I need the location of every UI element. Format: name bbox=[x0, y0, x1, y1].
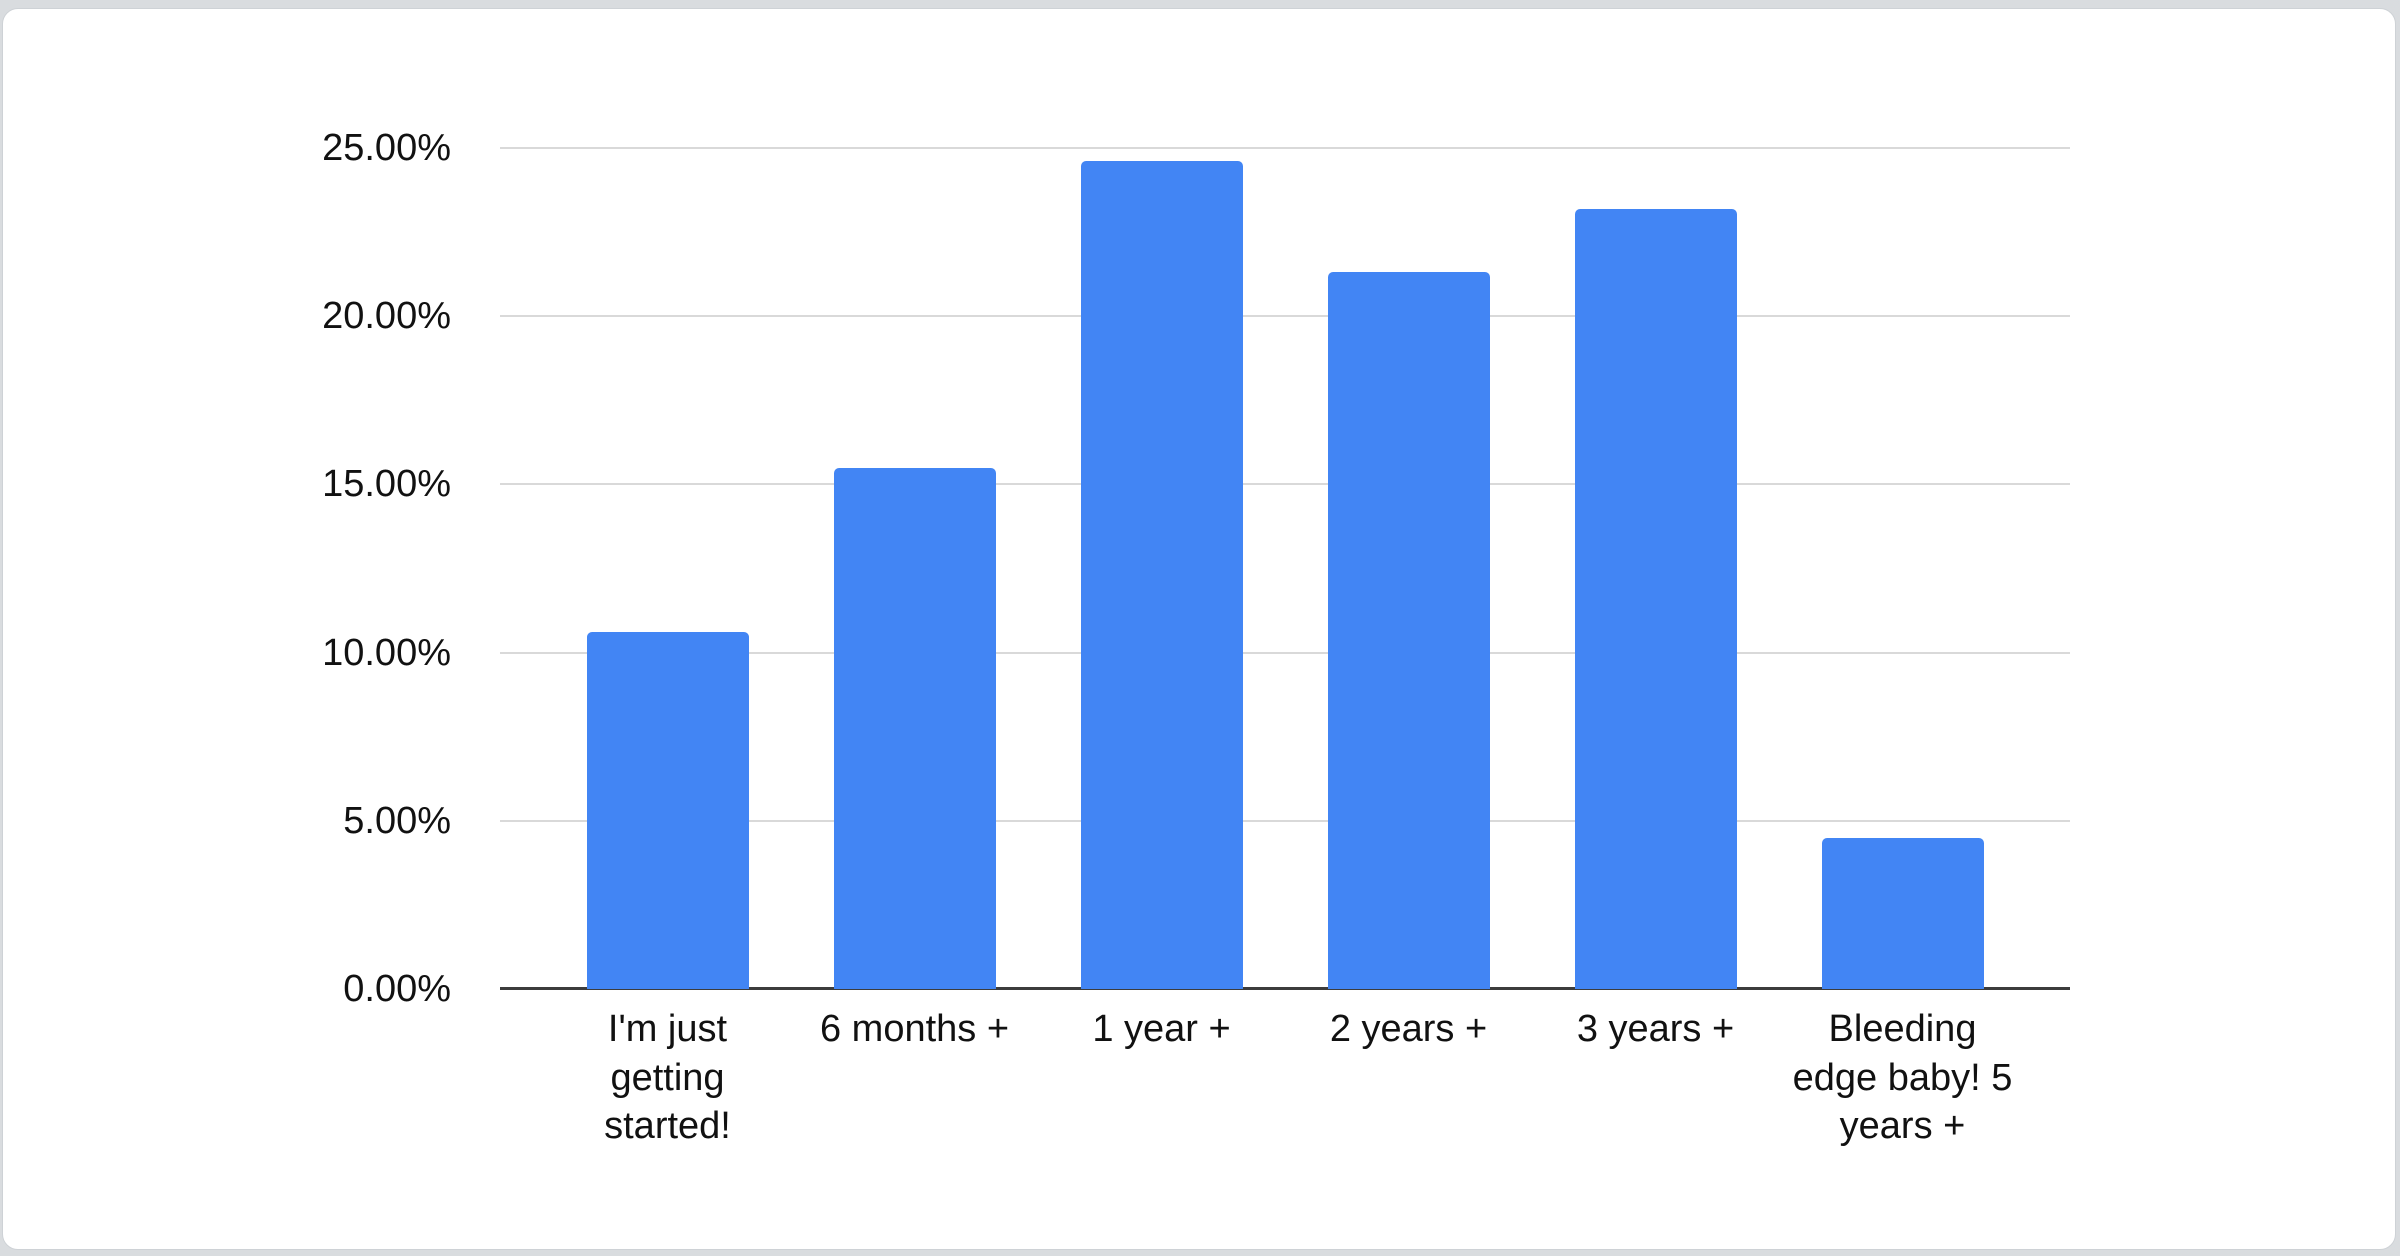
x-axis-category-label: 1 year + bbox=[1092, 1008, 1231, 1050]
y-axis-tick-label: 20.00% bbox=[322, 295, 451, 338]
y-axis-tick-label: 15.00% bbox=[322, 463, 451, 506]
x-axis: I'm just getting started! 6 months + 1 yea… bbox=[500, 1005, 2070, 1151]
bar-slot bbox=[1038, 148, 1285, 989]
y-axis-tick-label: 5.00% bbox=[343, 799, 451, 842]
bar-slot bbox=[544, 148, 791, 989]
bar-slot bbox=[1532, 148, 1779, 989]
gridline bbox=[500, 651, 2070, 654]
gridline bbox=[500, 315, 2070, 318]
x-axis-category-label: 6 months + bbox=[819, 1008, 1010, 1050]
gridline bbox=[500, 819, 2070, 822]
bar[interactable] bbox=[1327, 272, 1490, 989]
plot-area bbox=[500, 147, 2070, 990]
x-axis-baseline bbox=[500, 987, 2070, 990]
bar[interactable] bbox=[833, 467, 996, 989]
bar[interactable] bbox=[586, 632, 749, 989]
bar[interactable] bbox=[1080, 161, 1243, 989]
bar-slot bbox=[791, 148, 1038, 989]
x-axis-category-label: 2 years + bbox=[1329, 1008, 1488, 1050]
bar-slot bbox=[1779, 148, 2026, 989]
gridline bbox=[500, 483, 2070, 486]
y-axis-tick-label: 10.00% bbox=[322, 631, 451, 674]
x-axis-category-label: Bleeding edge baby! 5 years + bbox=[1792, 1008, 2013, 1148]
bar-series bbox=[500, 148, 2070, 989]
bar[interactable] bbox=[1821, 837, 1984, 989]
bar-slot bbox=[1285, 148, 1532, 989]
gridline bbox=[500, 147, 2070, 149]
x-axis-category-label: 3 years + bbox=[1576, 1008, 1735, 1050]
x-axis-category-label: I'm just getting started! bbox=[604, 1008, 731, 1148]
chart-card: 0.00% 5.00% 10.00% 15.00% 20.00% 25.00% I'm j… bbox=[2, 8, 2396, 1250]
y-axis-tick-label: 25.00% bbox=[322, 127, 451, 169]
y-axis-tick-label: 0.00% bbox=[343, 968, 451, 1010]
bar[interactable] bbox=[1574, 208, 1737, 989]
y-axis: 0.00% 5.00% 10.00% 15.00% 20.00% 25.00% bbox=[3, 127, 451, 1010]
